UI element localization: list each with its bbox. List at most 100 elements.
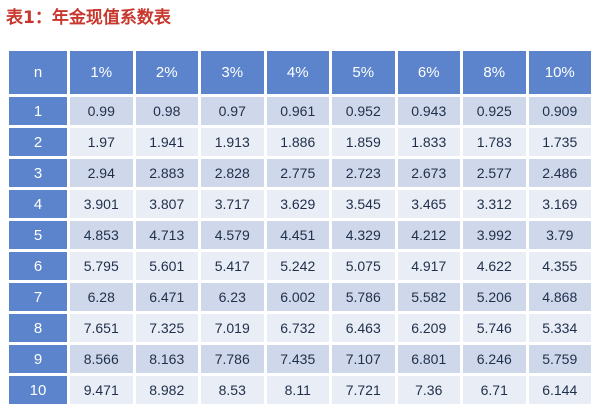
factor-cell: 4.917 bbox=[397, 252, 460, 280]
factor-cell: 6.144 bbox=[528, 376, 591, 404]
factor-cell: 7.019 bbox=[201, 314, 264, 342]
table-row: 7 6.28 6.471 6.23 6.002 5.786 5.582 5.206 4.868 bbox=[9, 283, 591, 311]
header-rate-cell: 1% bbox=[70, 51, 133, 94]
factor-cell: 2.723 bbox=[332, 159, 395, 187]
header-rate-cell: 5% bbox=[332, 51, 395, 94]
table-row: 4 3.901 3.807 3.717 3.629 3.545 3.465 3.312 3.16… bbox=[9, 190, 591, 218]
factor-cell: 7.651 bbox=[70, 314, 133, 342]
period-cell: 6 bbox=[9, 252, 67, 280]
period-cell: 4 bbox=[9, 190, 67, 218]
factor-cell: 1.859 bbox=[332, 128, 395, 156]
factor-cell: 1.783 bbox=[463, 128, 526, 156]
factor-cell: 5.242 bbox=[266, 252, 329, 280]
factor-cell: 5.795 bbox=[70, 252, 133, 280]
table-row: 5 4.853 4.713 4.579 4.451 4.329 4.212 3.992 3.79 bbox=[9, 221, 591, 249]
factor-cell: 4.579 bbox=[201, 221, 264, 249]
factor-cell: 3.312 bbox=[463, 190, 526, 218]
factor-cell: 3.545 bbox=[332, 190, 395, 218]
period-cell: 5 bbox=[9, 221, 67, 249]
table-row: 10 9.471 8.982 8.53 8.11 7.721 7.36 6.71 6.144 bbox=[9, 376, 591, 404]
factor-cell: 8.53 bbox=[201, 376, 264, 404]
factor-cell: 6.463 bbox=[332, 314, 395, 342]
factor-cell: 4.329 bbox=[332, 221, 395, 249]
factor-cell: 6.002 bbox=[266, 283, 329, 311]
factor-cell: 8.163 bbox=[135, 345, 198, 373]
annuity-table-container: n 1% 2% 3% 4% 5% 6% 8% 10% 1 0.99 0.98 0.97… bbox=[6, 48, 594, 407]
factor-cell: 6.23 bbox=[201, 283, 264, 311]
table-row: 1 0.99 0.98 0.97 0.961 0.952 0.943 0.925 0.909 bbox=[9, 97, 591, 125]
factor-cell: 0.961 bbox=[266, 97, 329, 125]
factor-cell: 3.169 bbox=[528, 190, 591, 218]
factor-cell: 3.901 bbox=[70, 190, 133, 218]
period-cell: 3 bbox=[9, 159, 67, 187]
table-body: 1 0.99 0.98 0.97 0.961 0.952 0.943 0.925 0.909 2 1… bbox=[9, 97, 591, 404]
factor-cell: 1.735 bbox=[528, 128, 591, 156]
factor-cell: 5.417 bbox=[201, 252, 264, 280]
header-rate-cell: 6% bbox=[397, 51, 460, 94]
factor-cell: 2.775 bbox=[266, 159, 329, 187]
factor-cell: 8.982 bbox=[135, 376, 198, 404]
header-rate-cell: 2% bbox=[135, 51, 198, 94]
factor-cell: 6.732 bbox=[266, 314, 329, 342]
factor-cell: 7.107 bbox=[332, 345, 395, 373]
header-rate-cell: 3% bbox=[201, 51, 264, 94]
factor-cell: 4.451 bbox=[266, 221, 329, 249]
factor-cell: 1.833 bbox=[397, 128, 460, 156]
factor-cell: 5.075 bbox=[332, 252, 395, 280]
header-rate-cell: 10% bbox=[528, 51, 591, 94]
factor-cell: 1.941 bbox=[135, 128, 198, 156]
factor-cell: 0.925 bbox=[463, 97, 526, 125]
factor-cell: 3.807 bbox=[135, 190, 198, 218]
factor-cell: 1.913 bbox=[201, 128, 264, 156]
factor-cell: 3.717 bbox=[201, 190, 264, 218]
factor-cell: 5.206 bbox=[463, 283, 526, 311]
factor-cell: 1.97 bbox=[70, 128, 133, 156]
table-row: 8 7.651 7.325 7.019 6.732 6.463 6.209 5.746 5.33… bbox=[9, 314, 591, 342]
table-row: 6 5.795 5.601 5.417 5.242 5.075 4.917 4.622 4.35… bbox=[9, 252, 591, 280]
factor-cell: 7.36 bbox=[397, 376, 460, 404]
factor-cell: 6.71 bbox=[463, 376, 526, 404]
factor-cell: 6.209 bbox=[397, 314, 460, 342]
factor-cell: 8.11 bbox=[266, 376, 329, 404]
factor-cell: 0.97 bbox=[201, 97, 264, 125]
factor-cell: 6.246 bbox=[463, 345, 526, 373]
factor-cell: 2.883 bbox=[135, 159, 198, 187]
factor-cell: 2.828 bbox=[201, 159, 264, 187]
factor-cell: 5.582 bbox=[397, 283, 460, 311]
period-cell: 8 bbox=[9, 314, 67, 342]
factor-cell: 8.566 bbox=[70, 345, 133, 373]
header-corner-cell: n bbox=[9, 51, 67, 94]
factor-cell: 3.465 bbox=[397, 190, 460, 218]
period-cell: 7 bbox=[9, 283, 67, 311]
header-rate-cell: 8% bbox=[463, 51, 526, 94]
table-row: 9 8.566 8.163 7.786 7.435 7.107 6.801 6.246 5.75… bbox=[9, 345, 591, 373]
factor-cell: 5.759 bbox=[528, 345, 591, 373]
table-row: 3 2.94 2.883 2.828 2.775 2.723 2.673 2.577 2.486 bbox=[9, 159, 591, 187]
factor-cell: 7.786 bbox=[201, 345, 264, 373]
factor-cell: 6.471 bbox=[135, 283, 198, 311]
factor-cell: 2.94 bbox=[70, 159, 133, 187]
factor-cell: 7.325 bbox=[135, 314, 198, 342]
factor-cell: 3.992 bbox=[463, 221, 526, 249]
period-cell: 1 bbox=[9, 97, 67, 125]
factor-cell: 0.909 bbox=[528, 97, 591, 125]
table-row: 2 1.97 1.941 1.913 1.886 1.859 1.833 1.783 1.735 bbox=[9, 128, 591, 156]
factor-cell: 5.334 bbox=[528, 314, 591, 342]
factor-cell: 1.886 bbox=[266, 128, 329, 156]
factor-cell: 0.98 bbox=[135, 97, 198, 125]
header-row: n 1% 2% 3% 4% 5% 6% 8% 10% bbox=[9, 51, 591, 94]
factor-cell: 0.952 bbox=[332, 97, 395, 125]
period-cell: 9 bbox=[9, 345, 67, 373]
factor-cell: 2.673 bbox=[397, 159, 460, 187]
factor-cell: 2.577 bbox=[463, 159, 526, 187]
factor-cell: 5.786 bbox=[332, 283, 395, 311]
factor-cell: 4.853 bbox=[70, 221, 133, 249]
factor-cell: 7.435 bbox=[266, 345, 329, 373]
factor-cell: 4.713 bbox=[135, 221, 198, 249]
header-rate-cell: 4% bbox=[266, 51, 329, 94]
annuity-present-value-table: n 1% 2% 3% 4% 5% 6% 8% 10% 1 0.99 0.98 0.97… bbox=[6, 48, 594, 407]
factor-cell: 3.79 bbox=[528, 221, 591, 249]
table-caption: 表1：年金现值系数表 bbox=[6, 8, 171, 28]
factor-cell: 5.746 bbox=[463, 314, 526, 342]
factor-cell: 4.355 bbox=[528, 252, 591, 280]
